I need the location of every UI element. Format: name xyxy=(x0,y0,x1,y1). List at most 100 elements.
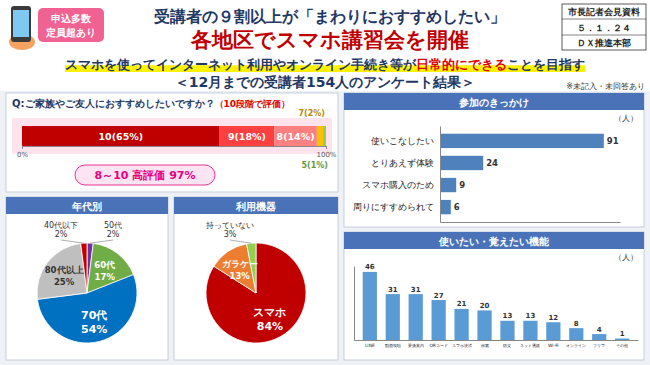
header: 申込多数定員超あり受講者の９割以上が「まわりにおすすめしたい」各地区でスマホ講習… xyxy=(9,4,646,91)
subtitle-text: （10段階で評価） xyxy=(215,99,291,109)
axis: LINE動画視聴乗換案内QRコードスマホ決済検索防災ネット通販Wi-Fiオンライ… xyxy=(355,341,639,349)
data-label: 7(2%) xyxy=(298,109,324,118)
data-label: 9 xyxy=(459,180,465,190)
slice xyxy=(37,243,87,299)
axis xyxy=(441,222,621,223)
leader-line xyxy=(61,240,84,243)
data-label: 10(65%) xyxy=(98,131,143,142)
panel-title: 利用機器 xyxy=(235,201,276,212)
data-label: 13 xyxy=(526,312,536,320)
headline: 各地区でスマホ講習会を開催 xyxy=(190,28,469,52)
bar xyxy=(454,309,468,340)
bars xyxy=(363,272,630,340)
data-label: 21 xyxy=(457,300,467,308)
tick-label: スマホ購入のため xyxy=(362,180,434,190)
bar xyxy=(546,322,560,340)
background xyxy=(0,0,650,365)
axis xyxy=(354,267,355,341)
info-text: ５．１．２４ xyxy=(577,23,631,33)
title-bar xyxy=(174,197,338,214)
data-label: 1 xyxy=(620,330,625,338)
stacked-bar-chart: Q:ご家族やご友人におすすめしたいですか？（10段階で評価）10(65%)9(1… xyxy=(6,93,338,192)
slice-label: 40代以下 xyxy=(44,221,78,230)
bar xyxy=(440,178,456,192)
data-label: 4 xyxy=(597,326,602,334)
badge-text: 申込多数 xyxy=(51,13,92,24)
tick: 検索 xyxy=(481,343,489,348)
title-bar xyxy=(6,197,168,214)
subtitle-part: ことを目指す xyxy=(507,57,585,72)
bar xyxy=(386,294,400,340)
content-background xyxy=(0,91,650,365)
bar xyxy=(440,156,483,170)
tick: Wi-Fi xyxy=(548,343,558,348)
bar xyxy=(615,339,629,340)
bar-chart: 使いたい・覚えたい機能LINE動画視聴乗換案内QRコードスマホ決済検索防災ネット… xyxy=(344,232,644,360)
bar xyxy=(432,300,446,340)
annotation-box xyxy=(75,165,215,185)
slice-label: ガラケー xyxy=(222,259,258,269)
tick: その他 xyxy=(616,343,628,348)
bar xyxy=(569,328,583,340)
tick: 使いこなしたい xyxy=(371,136,434,146)
bar xyxy=(440,134,604,148)
data-label: 46 xyxy=(365,263,375,271)
tick-label: スマホ決済 xyxy=(452,343,472,348)
tick-label: 検索 xyxy=(481,343,489,348)
slice-value: 17% xyxy=(95,272,116,282)
tick-label: オンライン xyxy=(566,343,586,348)
title: 受講者の９割以上が「まわりにおすすめしたい」 xyxy=(153,7,506,26)
tick: 乗換案内 xyxy=(408,343,424,348)
axis-line xyxy=(440,127,441,223)
tick-label: フリマ xyxy=(593,343,605,348)
pie-chart: 年代別50代2%60代17%70代54%80代以上25%40代以下2% xyxy=(6,197,168,360)
slice-value: 54% xyxy=(81,323,107,336)
info-box xyxy=(562,4,646,50)
slice-value: 13% xyxy=(230,271,251,281)
bars xyxy=(440,134,604,215)
data-label: 6 xyxy=(454,202,460,212)
data-labels: 10(65%)9(18%)8(14%)7(2%)5(1%) xyxy=(98,109,328,170)
bar-background xyxy=(12,118,332,154)
bar-chart: 参加のきっかけ使いこなしたいとりあえず体験スマホ購入のため周りにすすめられて（人… xyxy=(344,93,644,227)
annotation: 8～10 高評価 97% xyxy=(95,169,196,182)
tick-mark xyxy=(326,146,327,149)
slice-label: スマホ xyxy=(253,306,286,319)
tick-label: 動画視聴 xyxy=(385,343,401,348)
pie-chart: 利用機器スマホ84%ガラケー13%持っていない3% xyxy=(174,197,338,360)
bar xyxy=(523,321,537,340)
data-label: 31 xyxy=(411,286,421,294)
slices xyxy=(206,243,306,343)
tick-label: とりあえず体験 xyxy=(371,158,434,168)
slice-label: 70代 xyxy=(81,309,107,322)
tick: ネット通販 xyxy=(520,343,540,348)
slice-labels: スマホ84%ガラケー13%持っていない3% xyxy=(206,221,286,333)
tick-label: ネット通販 xyxy=(520,343,540,348)
axis: 0%100% xyxy=(17,146,337,159)
data-labels: 912496 xyxy=(454,136,619,212)
slice-value: 25% xyxy=(54,277,75,287)
panel-title: 参加のきっかけ xyxy=(458,97,529,109)
subtitle: スマホを使ってインターネット利用やオンライン手続き等が日常的にできることを目指す xyxy=(65,57,585,72)
tick: スマホ決済 xyxy=(452,343,472,348)
bar xyxy=(500,321,514,340)
data-label: 31 xyxy=(388,286,398,294)
tick: QRコード xyxy=(429,343,448,348)
slices xyxy=(37,243,137,343)
tick-label: 0% xyxy=(17,151,28,159)
bar xyxy=(477,310,491,340)
data-label: 27 xyxy=(434,292,444,300)
tick-label: その他 xyxy=(616,343,628,348)
subtitle-part: 日常的にできる xyxy=(416,57,507,72)
data-label: 8 xyxy=(574,320,579,328)
axis-title: （人） xyxy=(614,114,638,123)
axis-line xyxy=(441,222,621,223)
tick-label: 乗換案内 xyxy=(408,343,424,348)
slice-label: 50代 xyxy=(104,221,122,230)
axis-title: （人） xyxy=(614,253,638,262)
panel xyxy=(344,93,644,227)
data-label: 20 xyxy=(480,302,490,310)
data-label: 12 xyxy=(548,314,558,322)
axis-line xyxy=(355,340,639,341)
data-label: 5(1%) xyxy=(302,161,328,170)
